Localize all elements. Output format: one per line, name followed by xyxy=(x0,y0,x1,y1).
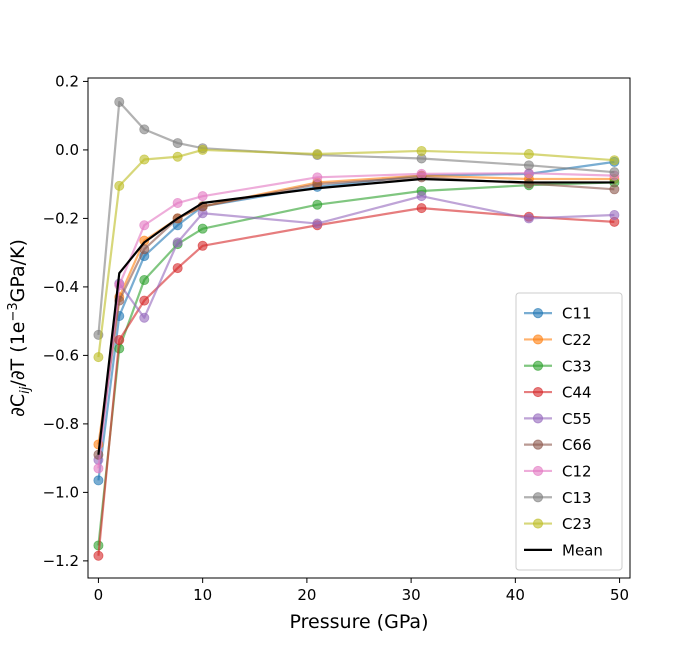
legend-item: C66 xyxy=(524,436,592,454)
series-line-mean xyxy=(97,177,615,455)
legend-item: Mean xyxy=(524,541,603,559)
legend-item: C55 xyxy=(524,410,592,428)
legend-swatch-marker xyxy=(532,308,544,319)
point-c33 xyxy=(197,223,208,234)
point-c13 xyxy=(609,167,620,178)
point-c44 xyxy=(114,334,125,345)
y-tick-label: 0.0 xyxy=(55,141,79,159)
point-c55 xyxy=(139,312,150,323)
x-tick-label: 50 xyxy=(610,586,629,604)
point-c13 xyxy=(523,160,534,171)
x-tick-label: 40 xyxy=(506,586,525,604)
legend-item: C22 xyxy=(524,331,592,349)
point-c23 xyxy=(93,352,104,363)
legend-item: C11 xyxy=(524,305,592,323)
legend-box xyxy=(515,292,623,571)
point-c12 xyxy=(172,197,183,208)
point-c55 xyxy=(416,191,427,202)
y-tick-label: −0.4 xyxy=(43,278,79,296)
point-c13 xyxy=(139,124,150,135)
y-axis-label-part: /∂T (1e xyxy=(7,322,29,387)
point-c44 xyxy=(197,240,208,251)
legend-item: C23 xyxy=(524,515,592,533)
point-c23 xyxy=(114,180,125,191)
point-c11 xyxy=(93,475,104,486)
point-c23 xyxy=(172,151,183,162)
legend-label: C33 xyxy=(562,357,592,375)
point-c23 xyxy=(312,149,323,160)
y-axis-label-part: ∂C xyxy=(7,394,29,417)
point-c13 xyxy=(114,96,125,107)
series-layer xyxy=(93,96,620,561)
legend-label: Mean xyxy=(562,541,603,559)
legend-item: C33 xyxy=(524,357,592,375)
point-c55 xyxy=(172,237,183,248)
series-c23 xyxy=(93,144,620,363)
point-c23 xyxy=(139,154,150,165)
point-c33 xyxy=(312,199,323,210)
legend-swatch-marker xyxy=(532,360,544,371)
legend-label: C12 xyxy=(562,462,592,480)
legend-swatch-marker xyxy=(532,518,544,529)
legend: C11 C22 C33 C44 C55 C66 C12 C13 C23 Mean xyxy=(515,292,623,571)
point-c23 xyxy=(523,149,534,160)
legend-label: C11 xyxy=(562,305,592,323)
y-axis-label-subscript: ij xyxy=(18,386,33,394)
point-c12 xyxy=(312,172,323,183)
legend-swatch-marker xyxy=(532,386,544,398)
legend-label: C13 xyxy=(562,489,592,507)
legend-swatch-marker xyxy=(532,413,544,424)
legend-swatch-marker xyxy=(532,465,544,477)
plot-frame xyxy=(87,77,631,579)
point-c55 xyxy=(312,218,323,229)
y-tick-label: 0.2 xyxy=(55,72,79,90)
x-tick-label: 20 xyxy=(297,586,316,604)
legend-item: C13 xyxy=(524,489,592,507)
point-c44 xyxy=(172,263,183,274)
point-c12 xyxy=(416,168,427,179)
point-c12 xyxy=(93,463,104,474)
point-c55 xyxy=(609,209,620,220)
x-axis-label: Pressure (GPa) xyxy=(290,611,429,633)
series-mean xyxy=(97,177,615,455)
legend-swatch-marker xyxy=(532,334,544,345)
point-c55 xyxy=(523,213,534,224)
legend-label: C55 xyxy=(562,410,592,428)
legend-swatch-marker xyxy=(532,439,544,450)
legend-label: C23 xyxy=(562,515,592,533)
point-c12 xyxy=(139,220,150,231)
legend-label: C44 xyxy=(562,384,592,402)
point-c13 xyxy=(172,138,183,149)
y-tick-label: −0.8 xyxy=(43,415,79,433)
point-c33 xyxy=(139,275,150,286)
x-tick-label: 10 xyxy=(193,586,212,604)
x-axis: 0 10 20 30 40 50 xyxy=(94,578,629,604)
legend-item: C44 xyxy=(524,384,592,402)
y-tick-label: −0.2 xyxy=(43,209,79,227)
legend-label: C66 xyxy=(562,436,592,454)
legend-swatch-marker xyxy=(532,492,544,503)
y-axis-label: ∂Cij/∂T (1e−3GPa/K) xyxy=(6,239,33,417)
point-c12 xyxy=(197,191,208,202)
point-c44 xyxy=(93,550,104,561)
legend-item: C12 xyxy=(524,462,592,480)
y-axis-label-part: GPa/K) xyxy=(7,239,29,302)
y-axis: 0.2 0.0 −0.2 −0.4 −0.6 −0.8 −1.0 −1.2 xyxy=(43,72,88,570)
point-c23 xyxy=(197,144,208,155)
point-c66 xyxy=(609,184,620,195)
legend-label: C22 xyxy=(562,331,592,349)
y-tick-label: −1.0 xyxy=(43,483,79,501)
y-axis-label-superscript: −3 xyxy=(6,302,21,321)
x-tick-label: 0 xyxy=(94,586,104,604)
point-c23 xyxy=(609,155,620,166)
point-c23 xyxy=(416,145,427,156)
y-tick-label: −0.6 xyxy=(43,346,79,364)
x-tick-label: 30 xyxy=(402,586,421,604)
point-c44 xyxy=(139,295,150,306)
y-tick-label: −1.2 xyxy=(43,552,79,570)
point-c44 xyxy=(416,203,427,214)
